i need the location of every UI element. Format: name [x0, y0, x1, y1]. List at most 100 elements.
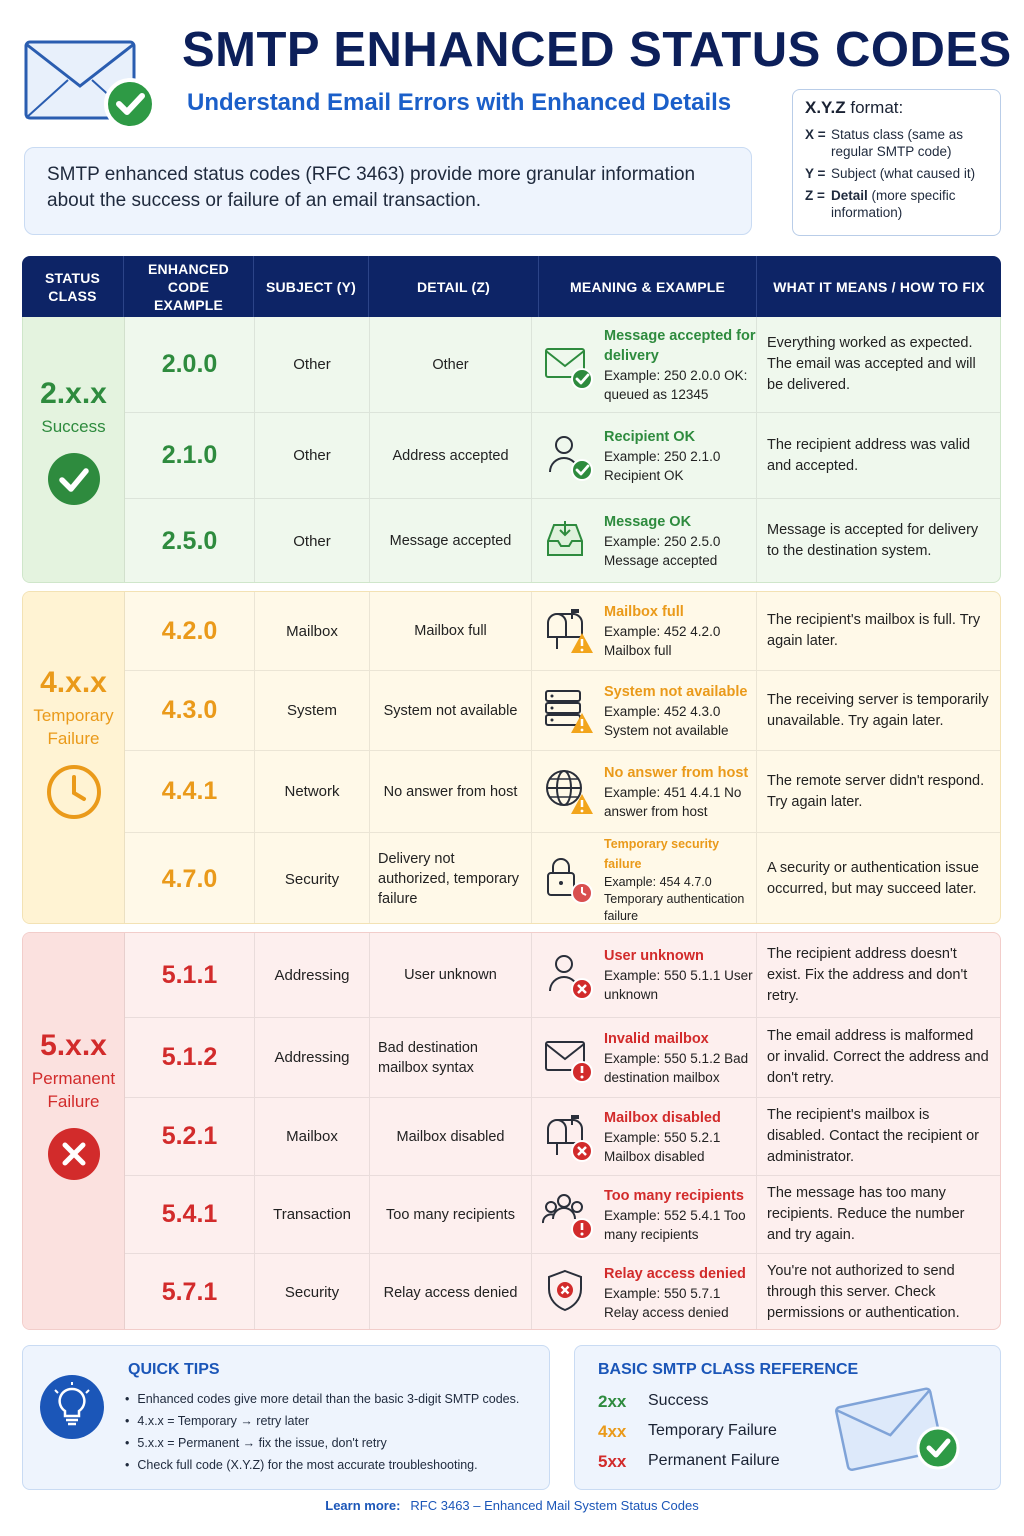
meaning-title: Message accepted for delivery — [604, 327, 756, 364]
fix-cell: The email address is malformed or invali… — [757, 1018, 1000, 1097]
enhanced-code: 4.2.0 — [125, 592, 255, 670]
meaning-example: Example: 250 2.5.0 Message accepted — [604, 534, 721, 568]
status-rows: 5.1.1 Addressing User unknown User unkno… — [125, 933, 1000, 1329]
meaning-example: Example: 451 4.4.1 No answer from host — [604, 784, 742, 819]
detail-cell: Mailbox disabled — [370, 1098, 532, 1175]
envelope-check-icon — [545, 347, 593, 390]
format-row-y: Y = Subject (what caused it) — [805, 166, 976, 181]
meaning-example: Example: 550 5.1.2 Bad destination mailb… — [604, 1050, 749, 1085]
status-class-name: Permanent Failure — [31, 1069, 116, 1111]
detail-text: Too many recipients — [386, 1206, 515, 1223]
subject-cell: Other — [255, 413, 370, 498]
fix-cell: The recipient address doesn't exist. Fix… — [757, 933, 1000, 1017]
status-class-name: Temporary Failure — [33, 706, 114, 748]
subject-cell: Mailbox — [255, 1098, 370, 1175]
fix-cell: The recipient's mailbox is disabled. Con… — [757, 1098, 1000, 1175]
meaning-cell: Mailbox disabled Example: 550 5.2.1 Mail… — [532, 1098, 757, 1175]
table-row: 5.4.1 Transaction Too many recipients To… — [125, 1176, 1000, 1254]
detail-text: Other — [432, 356, 469, 373]
detail-text: Mailbox disabled — [396, 1128, 505, 1145]
col-status-class: STATUS CLASS — [22, 256, 124, 317]
fix-cell: The remote server didn't respond. Try ag… — [757, 751, 1000, 832]
detail-cell: Too many recipients — [370, 1176, 532, 1253]
meaning-text: Recipient OK Example: 250 2.1.0 Recipien… — [604, 427, 756, 485]
globe-warning-icon — [546, 769, 593, 814]
enhanced-code: 5.1.1 — [125, 933, 255, 1017]
detail-text: Bad destination mailbox syntax — [378, 1039, 478, 1076]
meaning-text: Mailbox disabled Example: 550 5.2.1 Mail… — [604, 1108, 756, 1166]
meaning-cell: Invalid mailbox Example: 550 5.1.2 Bad d… — [532, 1018, 757, 1097]
subject-cell: Security — [255, 833, 370, 923]
enhanced-code: 4.7.0 — [125, 833, 255, 923]
meaning-title: Invalid mailbox — [604, 1030, 709, 1047]
fix-text: The recipient's mailbox is disabled. Con… — [767, 1107, 979, 1165]
envelope-error-icon — [545, 1040, 593, 1083]
meaning-text: No answer from host Example: 451 4.4.1 N… — [604, 763, 756, 821]
quick-tips-title: QUICK TIPS — [128, 1361, 220, 1378]
fix-text: A security or authentication issue occur… — [767, 860, 979, 897]
tip-item: 5.x.x = Permanent → fix the issue, don't… — [125, 1432, 545, 1454]
enhanced-code: 5.2.1 — [125, 1098, 255, 1175]
footer-link[interactable]: RFC 3463 – Enhanced Mail System Status C… — [410, 1498, 699, 1513]
meaning-text: System not available Example: 452 4.3.0 … — [604, 682, 756, 740]
enhanced-code: 5.1.2 — [125, 1018, 255, 1097]
table-header: STATUS CLASS ENHANCED CODE EXAMPLE SUBJE… — [22, 256, 1001, 317]
detail-text: Relay access denied — [383, 1284, 518, 1301]
page-subtitle: Understand Email Errors with Enhanced De… — [187, 89, 732, 116]
tip-item: 4.x.x = Temporary → retry later — [125, 1410, 545, 1432]
meaning-title: User unknown — [604, 948, 704, 964]
meaning-text: Message accepted for delivery Example: 2… — [604, 326, 756, 404]
status-class-code: 2.x.x — [40, 377, 107, 410]
meaning-example: Example: 250 2.1.0 Recipient OK — [604, 448, 721, 483]
col-fix: WHAT IT MEANS / HOW TO FIX — [773, 278, 985, 295]
enhanced-code: 2.1.0 — [125, 413, 255, 498]
intro-text: SMTP enhanced status codes (RFC 3463) pr… — [24, 147, 752, 235]
enhanced-code: 2.5.0 — [125, 499, 255, 582]
reference-row: 5xx Permanent Failure — [598, 1452, 780, 1471]
detail-text: Delivery not authorized, temporary failu… — [378, 851, 520, 907]
status-class-cell: 4.x.x Temporary Failure — [23, 592, 125, 923]
meaning-title: No answer from host — [604, 764, 749, 781]
status-class-code: 5.x.x — [40, 1029, 107, 1062]
check-circle-icon — [47, 453, 100, 505]
meaning-cell: Message accepted for delivery Example: 2… — [532, 317, 757, 412]
detail-text: Address accepted — [392, 447, 509, 464]
fix-text: The recipient address doesn't exist. Fix… — [767, 945, 968, 1004]
meaning-cell: Too many recipients Example: 552 5.4.1 T… — [532, 1176, 757, 1253]
meaning-text: Message OK Example: 250 2.5.0 Message ac… — [604, 512, 756, 570]
subject-cell: Transaction — [255, 1176, 370, 1253]
subject-cell: Security — [255, 1254, 370, 1329]
subject-cell: Addressing — [255, 933, 370, 1017]
detail-cell: Mailbox full — [370, 592, 532, 670]
fix-text: The email address is malformed or invali… — [767, 1028, 989, 1086]
meaning-cell: System not available Example: 452 4.3.0 … — [532, 671, 757, 750]
reference-row: 2xx Success — [598, 1392, 709, 1411]
subject-cell: Addressing — [255, 1018, 370, 1097]
meaning-title: Message OK — [604, 514, 692, 530]
fix-text: Message is accepted for delivery to the … — [767, 522, 979, 559]
detail-cell: Relay access denied — [370, 1254, 532, 1329]
server-warning-icon — [545, 689, 593, 733]
fix-cell: Everything worked as expected. The email… — [757, 317, 1000, 412]
mailbox-x-icon — [547, 1114, 593, 1162]
detail-text: Message accepted — [389, 533, 512, 549]
footer-learn-more: Learn more: RFC 3463 – Enhanced Mail Syst… — [0, 1498, 1024, 1513]
fix-text: The recipient's mailbox is full. Try aga… — [767, 612, 981, 649]
meaning-example: Example: 250 2.0.0 OK: queued as 12345 — [604, 367, 748, 402]
detail-text: Mailbox full — [414, 623, 487, 639]
meaning-title: Mailbox disabled — [604, 1109, 721, 1126]
meaning-text: Too many recipients Example: 552 5.4.1 T… — [604, 1186, 756, 1244]
meaning-title: Mailbox full — [604, 604, 684, 620]
detail-text: User unknown — [404, 967, 497, 983]
status-rows: 4.2.0 Mailbox Mailbox full Mailbox full … — [125, 592, 1000, 923]
table-row: 2.1.0 Other Address accepted Recipient O… — [125, 413, 1000, 499]
shield-x-icon — [548, 1269, 582, 1311]
tip-item: Check full code (X.Y.Z) for the most acc… — [125, 1454, 545, 1476]
table-row: 5.2.1 Mailbox Mailbox disabled Mailbox d… — [125, 1098, 1000, 1176]
meaning-cell: Mailbox full Example: 452 4.2.0 Mailbox … — [532, 592, 757, 670]
users-error-icon — [542, 1193, 593, 1240]
meaning-text: User unknown Example: 550 5.1.1 User unk… — [604, 946, 756, 1004]
col-enhanced-code: ENHANCED CODE EXAMPLE — [124, 256, 254, 317]
enhanced-code: 5.4.1 — [125, 1176, 255, 1253]
tip-item: Enhanced codes give more detail than the… — [125, 1388, 545, 1410]
